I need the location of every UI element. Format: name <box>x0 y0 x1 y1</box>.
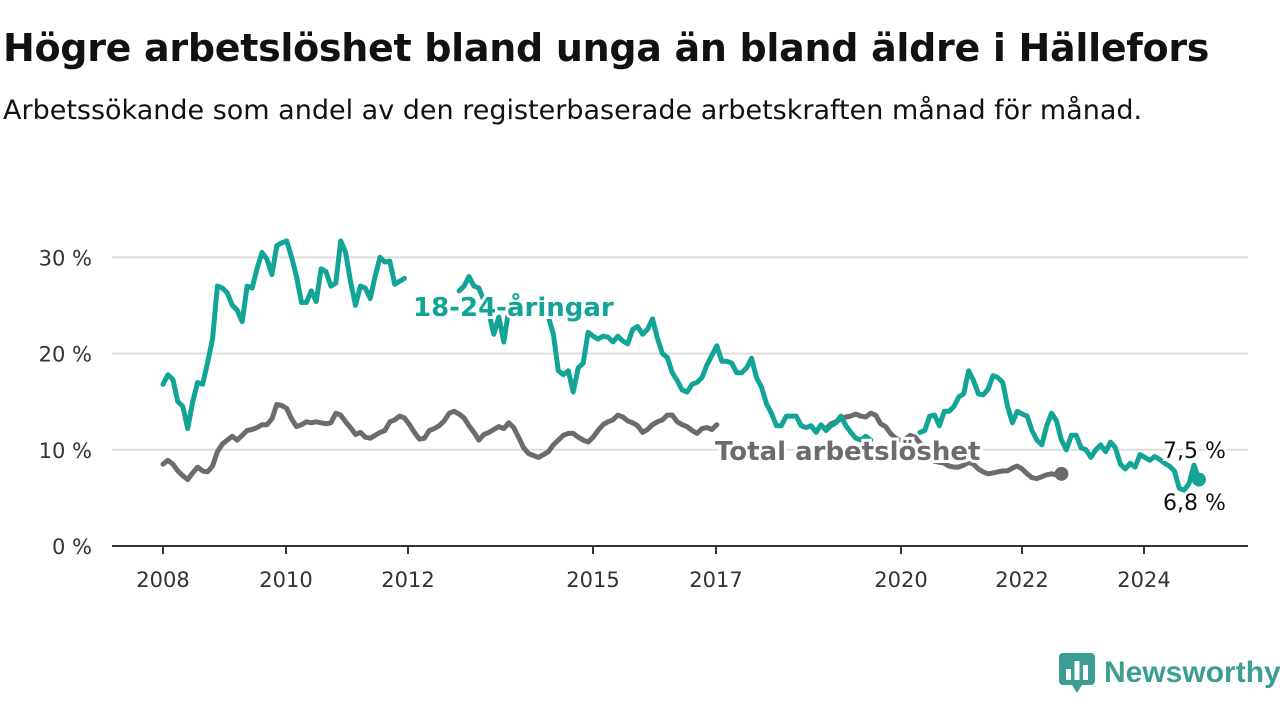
series-line <box>456 274 512 345</box>
bar-chart-speech-bubble-icon <box>1059 653 1095 693</box>
series-line <box>545 314 874 443</box>
series-labels: 18-24-åringar Total arbetslöshet 7,5 % 6,8 … <box>410 288 1229 519</box>
series-lines <box>160 238 1206 493</box>
brand-logo: Newsworthy <box>1058 652 1280 694</box>
x-tick-label: 2017 <box>689 568 742 592</box>
y-tick-label: 30 % <box>39 246 92 270</box>
brand-name: Newsworthy <box>1104 656 1280 689</box>
series-end-marker <box>1191 472 1206 487</box>
y-tick-label: 0 % <box>52 535 92 559</box>
x-tick-label: 2020 <box>874 568 927 592</box>
y-tick-label: 10 % <box>39 439 92 463</box>
line-chart: 0 % 10 % 20 % 30 % 2008 2010 2012 2015 2017 2020… <box>39 238 1248 592</box>
series-name-label: 18-24-åringar <box>413 291 614 323</box>
series-line <box>823 410 1064 482</box>
series-line <box>160 402 720 483</box>
x-tick-label: 2010 <box>259 568 312 592</box>
x-tick-label: 2012 <box>381 568 434 592</box>
gridlines <box>112 256 1248 451</box>
series-end-marker <box>1054 466 1069 481</box>
x-tick-label: 2022 <box>995 568 1048 592</box>
x-tick-label: 2008 <box>136 568 189 592</box>
chart-subtitle: Arbetssökande som andel av den registerb… <box>3 95 1143 126</box>
y-axis-tick-labels: 0 % 10 % 20 % 30 % <box>39 246 92 559</box>
series-line <box>160 238 407 432</box>
x-axis: 2008 2010 2012 2015 2017 2020 2022 2024 <box>112 545 1248 592</box>
series-name-label: Total arbetslöshet <box>715 437 980 467</box>
series-line <box>917 368 1202 493</box>
series-end-value-label: 7,5 % <box>1163 439 1226 464</box>
chart-title: Högre arbetslöshet bland unga än bland ä… <box>3 26 1210 70</box>
series-end-value-label: 6,8 % <box>1163 491 1226 516</box>
y-tick-label: 20 % <box>39 343 92 367</box>
x-tick-label: 2024 <box>1117 568 1170 592</box>
x-tick-label: 2015 <box>566 568 619 592</box>
